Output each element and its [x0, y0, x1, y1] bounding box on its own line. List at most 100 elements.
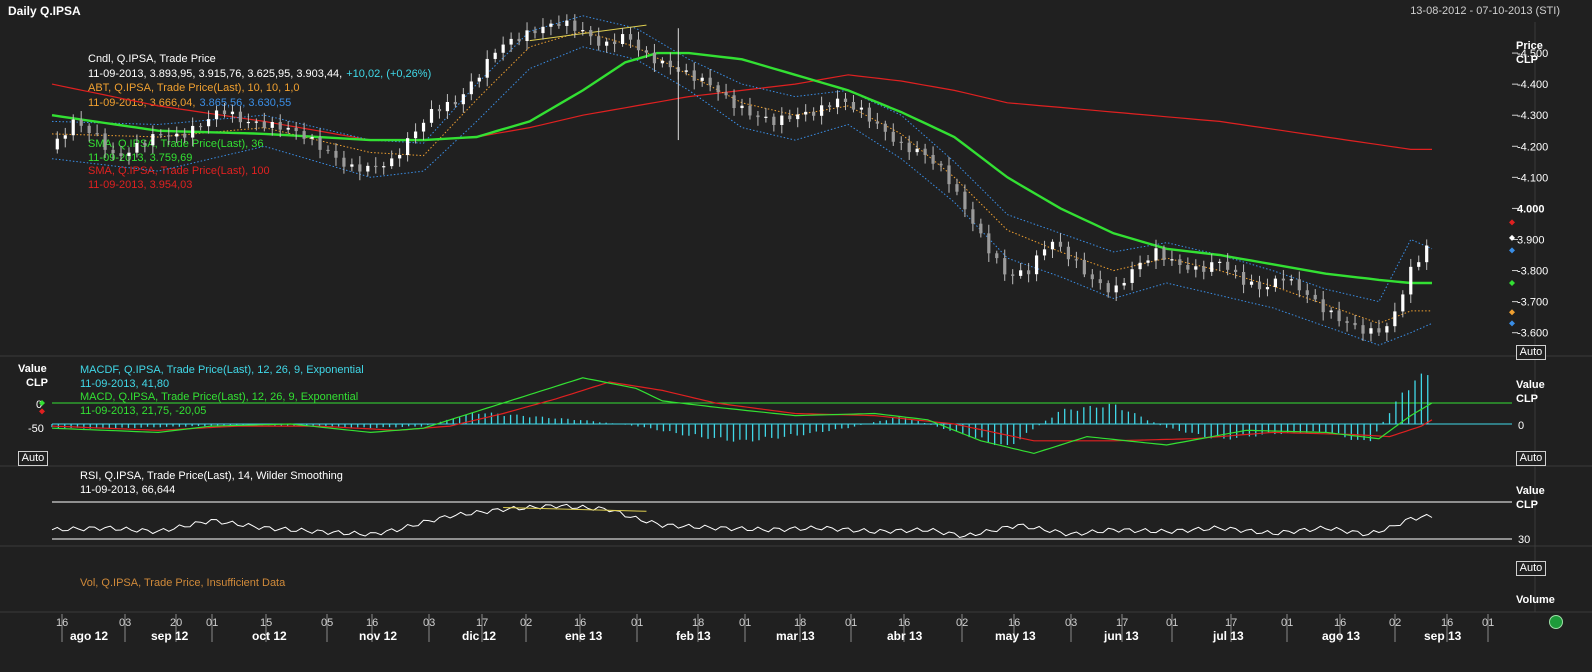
candle-body — [1050, 241, 1055, 250]
month-label: may 13 — [995, 629, 1036, 643]
last-value-marker — [1509, 309, 1515, 316]
candle-body — [71, 119, 75, 136]
candle-body — [820, 105, 824, 116]
candle-body — [302, 131, 306, 139]
macd-left-auto-button[interactable]: Auto — [18, 451, 48, 466]
candle-body — [1042, 249, 1047, 256]
rsi-auto-button[interactable]: Auto — [1516, 561, 1546, 576]
candle-body — [1234, 269, 1238, 273]
candle-body — [565, 20, 569, 26]
legend-macd-name: MACD, Q.IPSA, Trade Price(Last), 12, 26,… — [80, 391, 358, 403]
candle-body — [238, 111, 243, 123]
candle-body — [119, 153, 123, 157]
legend-rsi-name: RSI, Q.IPSA, Trade Price(Last), 14, Wild… — [80, 470, 343, 482]
candle-body — [652, 52, 657, 64]
candle-body — [1146, 260, 1150, 263]
candle-body — [1289, 279, 1293, 281]
price-axis: -4.500 -4.400 -4.300 -4.200 -4.100 4.000 3.900… — [1512, 48, 1548, 340]
month-label: mar 13 — [776, 629, 815, 643]
candle-body — [1226, 261, 1230, 270]
candle-body — [1210, 262, 1214, 272]
month-label: sep 12 — [151, 629, 189, 643]
candle-body — [493, 52, 497, 59]
candle-body — [1106, 283, 1110, 293]
candle-body — [1385, 326, 1389, 333]
candle-body — [398, 154, 402, 159]
day-tick-label: 17 — [1225, 617, 1237, 629]
plot-background — [0, 22, 1592, 672]
candle-body — [557, 23, 561, 26]
candle-body — [613, 41, 617, 45]
candle-body — [1241, 272, 1246, 285]
month-label: oct 12 — [252, 629, 287, 643]
candle-body — [796, 114, 800, 120]
candle-body — [1170, 259, 1174, 261]
candle-body — [1281, 278, 1285, 281]
candle-body — [1202, 266, 1206, 272]
candle-body — [1345, 321, 1349, 323]
candle-body — [851, 102, 856, 110]
day-tick-label: 03 — [423, 617, 435, 629]
candle-body — [915, 148, 919, 153]
price-tick-label: -4.500 — [1517, 48, 1548, 60]
candle-body — [899, 141, 903, 143]
candle-body — [541, 26, 545, 34]
candle-body — [1305, 290, 1309, 295]
chart-title: Daily Q.IPSA — [8, 4, 81, 18]
candle-body — [1186, 264, 1190, 270]
candle-body — [206, 119, 211, 127]
candle-body — [931, 155, 935, 164]
candle-body — [270, 122, 274, 128]
candle-body — [947, 165, 951, 185]
price-tick-label: -3.600 — [1517, 328, 1548, 340]
candle-body — [1098, 279, 1102, 284]
candle-body — [1265, 287, 1270, 290]
candle-body — [1369, 328, 1373, 334]
candle-body — [1257, 281, 1262, 290]
candle-body — [246, 121, 250, 124]
candle-body — [716, 85, 720, 93]
candle-body — [390, 158, 394, 167]
macd-right-auto-button[interactable]: Auto — [1516, 451, 1546, 466]
legend-cndl-name: Cndl, Q.IPSA, Trade Price — [88, 53, 216, 65]
month-label: dic 12 — [462, 629, 496, 643]
macd-left-axis-unit: CLP — [26, 377, 48, 389]
rsi-panel — [51, 501, 1512, 540]
day-tick-label: 16 — [1008, 617, 1020, 629]
candle-body — [358, 164, 362, 172]
candle-body — [342, 157, 346, 167]
last-value-marker — [1509, 247, 1515, 254]
day-tick-label: 18 — [794, 617, 806, 629]
candle-body — [1329, 310, 1333, 313]
signal-marker — [39, 408, 45, 415]
price-auto-scale-button[interactable]: Auto — [1516, 345, 1546, 360]
candle-body — [334, 150, 338, 158]
candle-body — [971, 209, 975, 224]
date-range: 13-08-2012 - 07-10-2013 (STI) — [1410, 5, 1560, 17]
candle-body — [1003, 258, 1007, 275]
candle-body — [804, 111, 808, 115]
candle-body — [589, 30, 593, 37]
day-tick-label: 01 — [631, 617, 643, 629]
price-tick-label: 3.900 — [1517, 234, 1545, 246]
connection-status-icon[interactable] — [1549, 615, 1563, 629]
price-axis-title: Price — [1516, 40, 1543, 52]
price-tick-label: -4.200 — [1517, 141, 1548, 153]
candle-body — [294, 127, 298, 132]
day-tick-label: 15 — [260, 617, 272, 629]
day-tick-label: 01 — [1482, 617, 1494, 629]
price-tick-label: -4.100 — [1517, 172, 1548, 184]
macd-left-tick-minus50: -50 — [28, 423, 44, 435]
candle-body — [1122, 282, 1126, 286]
candle-body — [517, 38, 521, 42]
candles — [55, 14, 1429, 342]
candle-body — [1034, 255, 1039, 275]
candle-body — [167, 135, 171, 137]
candle-body — [421, 122, 426, 132]
price-tick-label: -3.800 — [1517, 266, 1548, 278]
candle-body — [429, 109, 434, 123]
day-tick-label: 17 — [476, 617, 488, 629]
candle-body — [764, 116, 768, 118]
candle-body — [87, 125, 91, 134]
